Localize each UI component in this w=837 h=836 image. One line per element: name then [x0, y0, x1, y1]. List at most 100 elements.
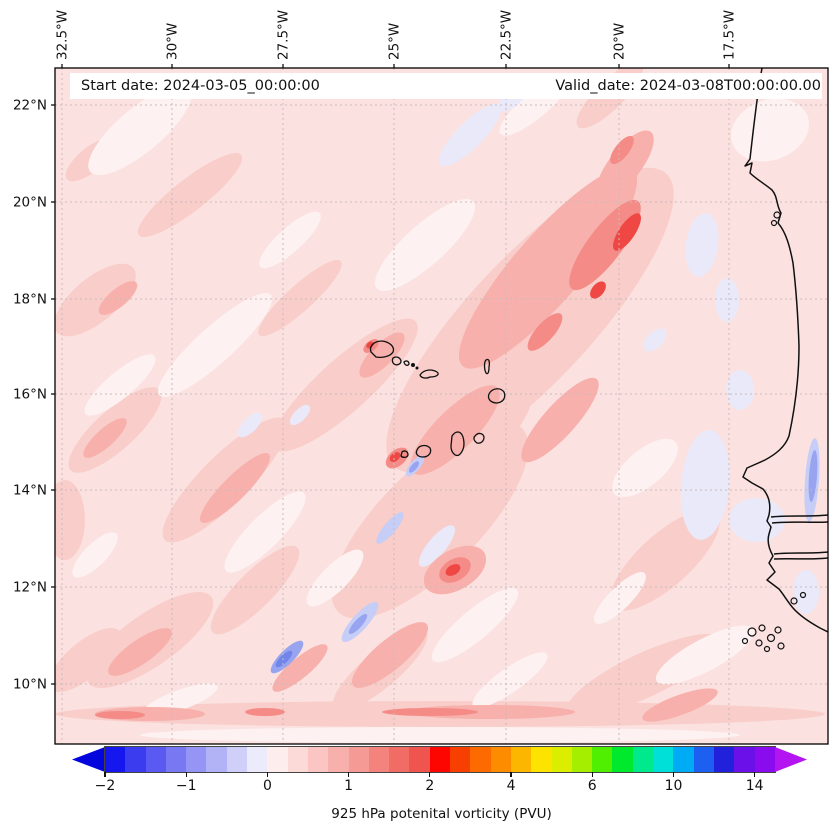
colorbar-segment — [551, 747, 572, 772]
contour-blob — [162, 417, 288, 543]
y-tick-label: 18°N — [13, 292, 47, 308]
island-outline — [415, 444, 432, 458]
y-tick-label: 12°N — [13, 580, 47, 596]
contour-blob — [408, 461, 420, 473]
colorbar-segment — [226, 747, 248, 772]
coastal-islet — [774, 626, 782, 634]
contour-blob — [793, 570, 819, 614]
contour-blob — [55, 263, 136, 337]
contour-blob — [726, 370, 754, 410]
colorbar-segment — [693, 747, 714, 772]
contour-blob — [72, 532, 118, 578]
contour-blob — [351, 622, 429, 688]
colorbar-segments — [104, 746, 776, 773]
start-date-annotation: Start date: 2024-03-05_00:00:00 — [81, 78, 320, 94]
contour-blob — [55, 627, 122, 693]
contour-blob — [521, 377, 599, 463]
contour-blob — [275, 650, 293, 668]
colorbar-segment — [307, 747, 329, 772]
contour-blob — [331, 421, 529, 619]
contour-blob — [594, 572, 646, 624]
colorbar-right-arrow — [775, 747, 807, 772]
contour-blob — [374, 199, 476, 291]
x-tick-label: 25°W — [387, 23, 403, 60]
colorbar-tick — [104, 772, 106, 777]
contour-blob — [431, 587, 519, 663]
contour-blob — [472, 652, 548, 708]
contour-blob — [108, 628, 172, 676]
colorbar-tick-label: 6 — [587, 778, 597, 794]
y-tick-label: 20°N — [13, 195, 47, 211]
contour-blob — [729, 498, 785, 542]
colorbar-segment — [125, 747, 146, 772]
x-tick-label: 22.5°W — [499, 10, 515, 60]
contour-blob — [259, 211, 321, 269]
coastal-islet — [755, 639, 763, 647]
colorbar-segment — [348, 747, 369, 772]
colorbar-segment — [267, 747, 288, 772]
colorbar-segment — [470, 747, 491, 772]
colorbar-tick — [754, 772, 756, 777]
colorbar-tick — [185, 772, 187, 777]
colorbar-segment — [186, 747, 207, 772]
contour-blob — [245, 708, 285, 716]
colorbar-tick — [348, 772, 350, 777]
contour-blob — [137, 153, 243, 237]
contour-blob — [140, 727, 740, 743]
contour-blob — [237, 412, 263, 438]
contour-blob — [157, 293, 273, 397]
colorbar-tick-label: 2 — [425, 778, 435, 794]
colorbar-segment — [165, 747, 187, 772]
coastal-islet — [790, 597, 798, 605]
contour-blob — [359, 332, 405, 378]
colorbar-segment — [368, 747, 390, 772]
island-outline — [419, 369, 439, 379]
colorbar-segment — [389, 747, 410, 772]
contour-blob — [458, 167, 638, 369]
colorbar-tick — [510, 772, 512, 777]
colorbar-segment — [754, 747, 775, 772]
colorbar-segment — [145, 747, 166, 772]
colorbar-segment — [734, 747, 755, 772]
contour-blob — [306, 549, 364, 607]
coastal-islet — [758, 624, 766, 632]
contour-blob — [596, 130, 654, 200]
y-tick-label: 16°N — [13, 387, 47, 403]
colorbar-segment — [510, 747, 532, 772]
map-layer — [55, 68, 828, 744]
contour-blob — [376, 512, 404, 544]
contour-blob — [366, 341, 374, 349]
island-outline — [369, 340, 395, 358]
colorbar-tick-label: 14 — [745, 778, 764, 794]
contour-blob — [418, 525, 456, 567]
colorbar-segment — [673, 747, 694, 772]
islet-dot — [411, 363, 415, 367]
colorbar: −2 −1 0 1 2 4 6 10 14 — [72, 746, 807, 797]
colorbar-segment — [450, 747, 471, 772]
contour-blob — [200, 453, 270, 523]
contour-blob — [83, 418, 127, 458]
contour-blob — [289, 404, 311, 426]
coastline — [742, 68, 828, 633]
y-tick-label: 14°N — [13, 483, 47, 499]
colorbar-tick-label: 10 — [664, 778, 683, 794]
contour-blob — [84, 354, 156, 416]
colorbar-tick-label: 1 — [344, 778, 354, 794]
contour-blob — [613, 213, 641, 251]
contour-blob — [685, 213, 719, 277]
coastal-islet — [741, 637, 749, 645]
colorbar-segment — [571, 747, 593, 772]
colorbar-tick-label: 4 — [506, 778, 516, 794]
contour-blob — [55, 480, 85, 560]
coastal-islet — [773, 211, 781, 219]
colorbar-tick — [591, 772, 593, 777]
colorbar-tick — [672, 772, 675, 777]
colorbar-segment — [247, 747, 268, 772]
x-tick-label: 17.5°W — [722, 10, 738, 60]
island-outline — [403, 360, 410, 366]
contour-blob — [731, 98, 809, 162]
coastal-islet — [763, 645, 771, 653]
contour-blob — [258, 259, 342, 337]
colorbar-tick — [429, 772, 431, 777]
